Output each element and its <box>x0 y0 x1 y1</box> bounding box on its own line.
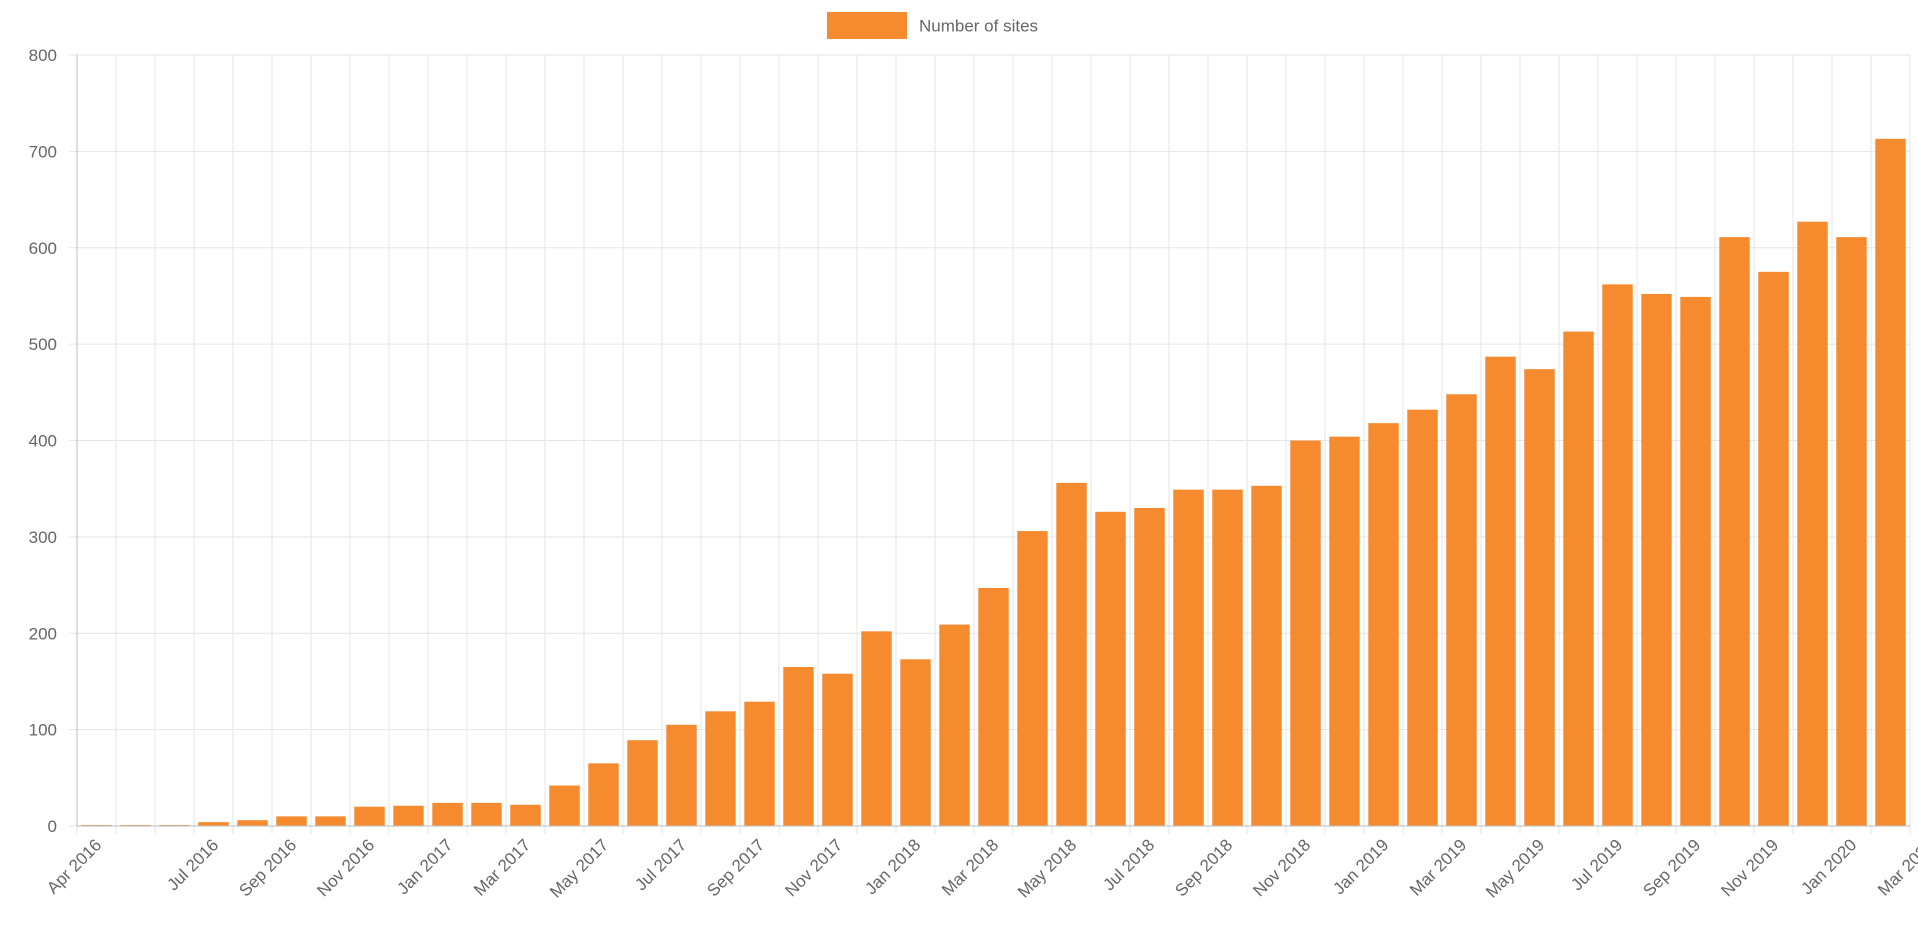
bar[interactable]: Aug 2019: 552 <box>1641 294 1672 826</box>
bar[interactable]: Jul 2018: 330 <box>1134 507 1165 826</box>
x-tick-label: Mar 2020 <box>1874 835 1918 899</box>
y-tick-label: 800 <box>29 46 57 65</box>
bar[interactable]: Feb 2017: 24 <box>471 802 502 826</box>
bar[interactable]: Nov 2018: 400 <box>1290 440 1321 827</box>
bar[interactable]: Oct 2017: 165 <box>783 666 814 826</box>
bar-series: Apr 2016: 1May 2016: 1Jun 2016: 1Jul 201… <box>81 138 1906 827</box>
x-tick-label: Sep 2018 <box>1171 835 1236 900</box>
bar[interactable]: Apr 2019: 487 <box>1485 356 1516 826</box>
bar[interactable]: May 2019: 474 <box>1524 369 1555 826</box>
x-tick-label: May 2019 <box>1482 835 1548 901</box>
bar[interactable]: Jan 2017: 24 <box>432 802 463 826</box>
bar[interactable]: Dec 2019: 627 <box>1797 221 1828 826</box>
x-tick-label: Apr 2016 <box>43 835 105 897</box>
x-tick-label: Sep 2016 <box>235 835 300 900</box>
bar[interactable]: Mar 2018: 247 <box>978 587 1009 826</box>
bar[interactable]: Nov 2017: 158 <box>822 673 853 826</box>
bar[interactable]: Jun 2018: 326 <box>1095 511 1126 826</box>
x-tick-label: Jan 2017 <box>393 835 456 898</box>
bar[interactable]: Sep 2018: 349 <box>1212 489 1243 826</box>
bar[interactable]: Jul 2016: 4 <box>198 822 229 826</box>
legend-label: Number of sites <box>919 17 1038 36</box>
bar[interactable]: Oct 2019: 611 <box>1719 237 1750 826</box>
x-tick-label: Jul 2016 <box>163 835 222 894</box>
bar[interactable]: Feb 2019: 432 <box>1407 409 1438 826</box>
legend[interactable]: Number of sites <box>827 12 1038 39</box>
bar[interactable]: Apr 2018: 306 <box>1017 531 1048 826</box>
x-tick-label: Nov 2019 <box>1717 835 1782 900</box>
bar[interactable]: Jul 2017: 105 <box>666 724 697 826</box>
y-tick-label: 700 <box>29 142 57 161</box>
bar[interactable]: Sep 2016: 10 <box>276 816 307 826</box>
x-tick-label: Jan 2018 <box>861 835 924 898</box>
bar[interactable]: Nov 2016: 20 <box>354 806 385 826</box>
x-tick-label: Jul 2019 <box>1567 835 1626 894</box>
x-tick-label: Mar 2017 <box>470 835 534 899</box>
bar[interactable]: Nov 2019: 575 <box>1758 271 1789 826</box>
axes <box>76 55 1910 827</box>
bar[interactable]: Feb 2018: 209 <box>939 624 970 826</box>
x-tick-label: May 2018 <box>1014 835 1080 901</box>
bar[interactable]: May 2018: 356 <box>1056 482 1087 826</box>
x-tick-label: Mar 2019 <box>1406 835 1470 899</box>
x-tick-label: Mar 2018 <box>938 835 1002 899</box>
bar[interactable]: Jan 2018: 173 <box>900 659 931 826</box>
bar[interactable]: Aug 2016: 6 <box>237 820 268 826</box>
bar[interactable]: Mar 2017: 22 <box>510 804 541 826</box>
x-tick-label: Nov 2016 <box>313 835 378 900</box>
y-axis-tick-labels: 0 100 200 300 400 500 600 700 800 <box>29 46 57 836</box>
bar[interactable]: Oct 2018: 353 <box>1251 485 1282 826</box>
x-axis-tick-labels: Apr 2016 Jul 2016 Sep 2016 Nov 2016 Jan 2017… <box>43 835 1918 901</box>
bar[interactable]: May 2017: 65 <box>588 763 619 826</box>
x-tick-label: Nov 2018 <box>1249 835 1314 900</box>
bar[interactable]: Dec 2018: 404 <box>1329 436 1360 826</box>
bar[interactable]: Apr 2017: 42 <box>549 785 580 826</box>
y-tick-label: 100 <box>29 721 57 740</box>
bar[interactable]: Jun 2019: 513 <box>1563 331 1594 826</box>
bar[interactable]: Oct 2016: 10 <box>315 816 346 826</box>
bar[interactable]: Jan 2019: 418 <box>1368 423 1399 826</box>
y-tick-label: 200 <box>29 624 57 643</box>
x-tick-label: Jan 2019 <box>1329 835 1392 898</box>
y-tick-label: 400 <box>29 432 57 451</box>
bar[interactable]: Aug 2018: 349 <box>1173 489 1204 826</box>
bar[interactable]: Jan 2020: 611 <box>1836 237 1867 826</box>
bar[interactable]: Jul 2019: 562 <box>1602 284 1633 826</box>
bar[interactable]: Sep 2019: 549 <box>1680 296 1711 826</box>
bar[interactable]: Mar 2019: 448 <box>1446 394 1477 826</box>
bar[interactable]: Aug 2017: 119 <box>705 711 736 826</box>
bar[interactable]: Sep 2017: 129 <box>744 701 775 826</box>
x-gridlines <box>76 55 1911 834</box>
x-tick-label: Sep 2019 <box>1639 835 1704 900</box>
bar[interactable]: Feb 2020: 713 <box>1875 138 1906 826</box>
bar[interactable]: Jun 2017: 89 <box>627 740 658 826</box>
bar[interactable]: Dec 2017: 202 <box>861 631 892 826</box>
x-tick-label: Jan 2020 <box>1797 835 1860 898</box>
y-tick-label: 600 <box>29 239 57 258</box>
y-tick-label: 0 <box>48 817 57 836</box>
x-tick-label: Nov 2017 <box>781 835 846 900</box>
x-tick-label: Jul 2018 <box>1099 835 1158 894</box>
y-tick-label: 300 <box>29 528 57 547</box>
x-tick-label: May 2017 <box>546 835 612 901</box>
y-tick-label: 500 <box>29 335 57 354</box>
x-tick-label: Sep 2017 <box>703 835 768 900</box>
x-tick-label: Jul 2017 <box>631 835 690 894</box>
legend-swatch <box>827 12 907 39</box>
bar[interactable]: Dec 2016: 21 <box>393 805 424 826</box>
